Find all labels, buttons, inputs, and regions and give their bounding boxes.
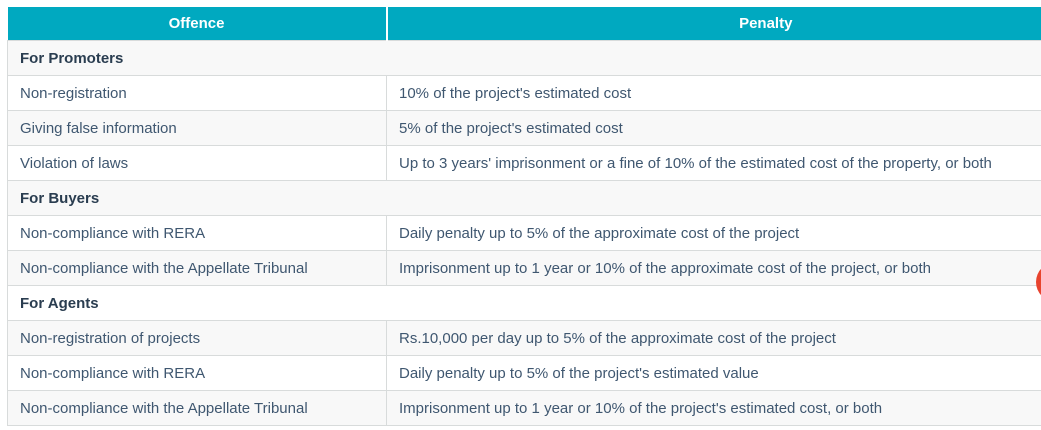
offence-cell: Giving false information bbox=[7, 110, 387, 146]
edge-widget-button[interactable] bbox=[1036, 262, 1041, 302]
penalty-cell: Imprisonment up to 1 year or 10% of the … bbox=[386, 250, 1041, 286]
table-row: Non-registration of projects Rs.10,000 p… bbox=[7, 320, 1041, 356]
table-row: Non-compliance with the Appellate Tribun… bbox=[7, 250, 1041, 286]
column-header-penalty: Penalty bbox=[386, 7, 1041, 41]
section-title: For Buyers bbox=[7, 180, 1041, 216]
table-row: Non-compliance with RERA Daily penalty u… bbox=[7, 215, 1041, 251]
penalty-cell: Daily penalty up to 5% of the approximat… bbox=[386, 215, 1041, 251]
penalty-cell: Rs.10,000 per day up to 5% of the approx… bbox=[386, 320, 1041, 356]
table-row: Violation of laws Up to 3 years' impriso… bbox=[7, 145, 1041, 181]
offence-penalty-table: Offence Penalty For Promoters Non-regist… bbox=[7, 7, 1041, 426]
table-row: Non-registration 10% of the project's es… bbox=[7, 75, 1041, 111]
penalty-cell: 5% of the project's estimated cost bbox=[386, 110, 1041, 146]
column-header-offence: Offence bbox=[7, 7, 388, 41]
section-title: For Promoters bbox=[7, 40, 1041, 76]
penalty-cell: Daily penalty up to 5% of the project's … bbox=[386, 355, 1041, 391]
table-row: Giving false information 5% of the proje… bbox=[7, 110, 1041, 146]
penalty-cell: 10% of the project's estimated cost bbox=[386, 75, 1041, 111]
offence-cell: Non-registration of projects bbox=[7, 320, 387, 356]
table-header-row: Offence Penalty bbox=[7, 7, 1041, 41]
offence-cell: Non-registration bbox=[7, 75, 387, 111]
offence-cell: Non-compliance with RERA bbox=[7, 355, 387, 391]
section-row: For Promoters bbox=[7, 40, 1041, 76]
penalty-cell: Imprisonment up to 1 year or 10% of the … bbox=[386, 390, 1041, 426]
offence-cell: Non-compliance with the Appellate Tribun… bbox=[7, 250, 387, 286]
section-row: For Agents bbox=[7, 285, 1041, 321]
section-title: For Agents bbox=[7, 285, 1041, 321]
table-row: Non-compliance with the Appellate Tribun… bbox=[7, 390, 1041, 426]
offence-cell: Non-compliance with RERA bbox=[7, 215, 387, 251]
section-row: For Buyers bbox=[7, 180, 1041, 216]
table-row: Non-compliance with RERA Daily penalty u… bbox=[7, 355, 1041, 391]
offence-cell: Violation of laws bbox=[7, 145, 387, 181]
offence-cell: Non-compliance with the Appellate Tribun… bbox=[7, 390, 387, 426]
offence-penalty-table-container: Offence Penalty For Promoters Non-regist… bbox=[7, 7, 1041, 426]
penalty-cell: Up to 3 years' imprisonment or a fine of… bbox=[386, 145, 1041, 181]
